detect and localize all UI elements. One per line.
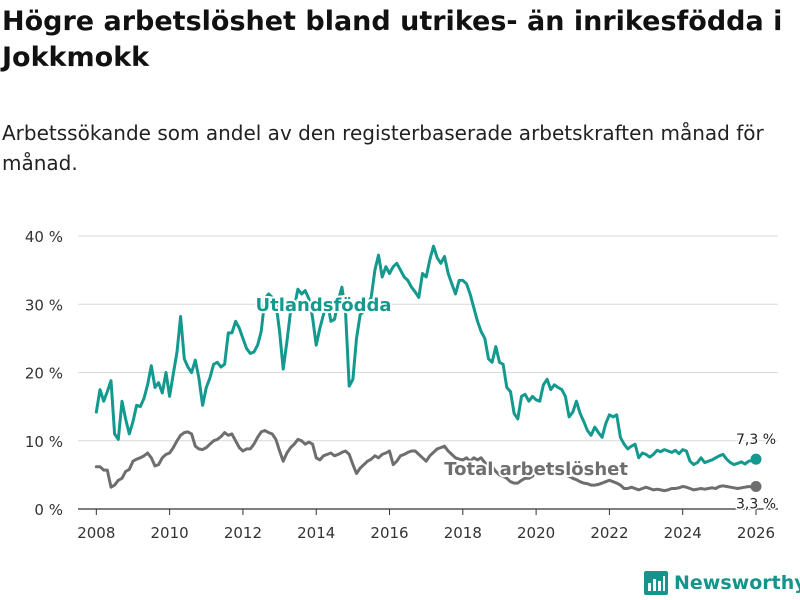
newsworthy-logo[interactable]: Newsworthy <box>644 568 800 598</box>
series-line-1 <box>94 429 758 493</box>
end-value-label-1: 3,3 % <box>736 496 776 512</box>
y-tick-label: 10 % <box>25 433 63 451</box>
chart-title: Högre arbetslöshet bland utrikes- än inr… <box>2 6 783 73</box>
x-tick-label: 2020 <box>517 524 555 542</box>
series-end-point-1 <box>750 480 762 492</box>
x-tick-label: 2018 <box>444 524 482 542</box>
x-tick-label: 2008 <box>77 524 115 542</box>
end-value-label-0: 7,3 % <box>736 432 776 448</box>
x-tick-label: 2012 <box>224 524 262 542</box>
x-tick-label: 2022 <box>590 524 628 542</box>
x-tick-label: 2014 <box>297 524 335 542</box>
x-tick-label: 2024 <box>664 524 702 542</box>
y-tick-label: 20 % <box>25 365 63 383</box>
bar-chart-icon <box>644 571 668 595</box>
series-label-0: Utlandsfödda <box>256 295 392 316</box>
y-tick-label: 0 % <box>34 501 63 519</box>
line-chart: 0 % 10 % 20 % 30 % 40 % 2008 2010 2012 2014 2016 2… <box>25 228 778 542</box>
series-end-point-0 <box>750 453 762 465</box>
x-tick-label: 2016 <box>370 524 408 542</box>
y-tick-label: 40 % <box>25 228 63 246</box>
chart-subtitle: Arbetssökande som andel av den registerb… <box>2 121 764 175</box>
x-tick-label: 2010 <box>151 524 189 542</box>
x-tick-label: 2026 <box>737 524 775 542</box>
series-line-0 <box>94 244 758 467</box>
series-label-1: Total arbetslöshet <box>444 459 628 480</box>
y-tick-label: 30 % <box>25 296 63 314</box>
brand-name: Newsworthy <box>674 572 800 594</box>
